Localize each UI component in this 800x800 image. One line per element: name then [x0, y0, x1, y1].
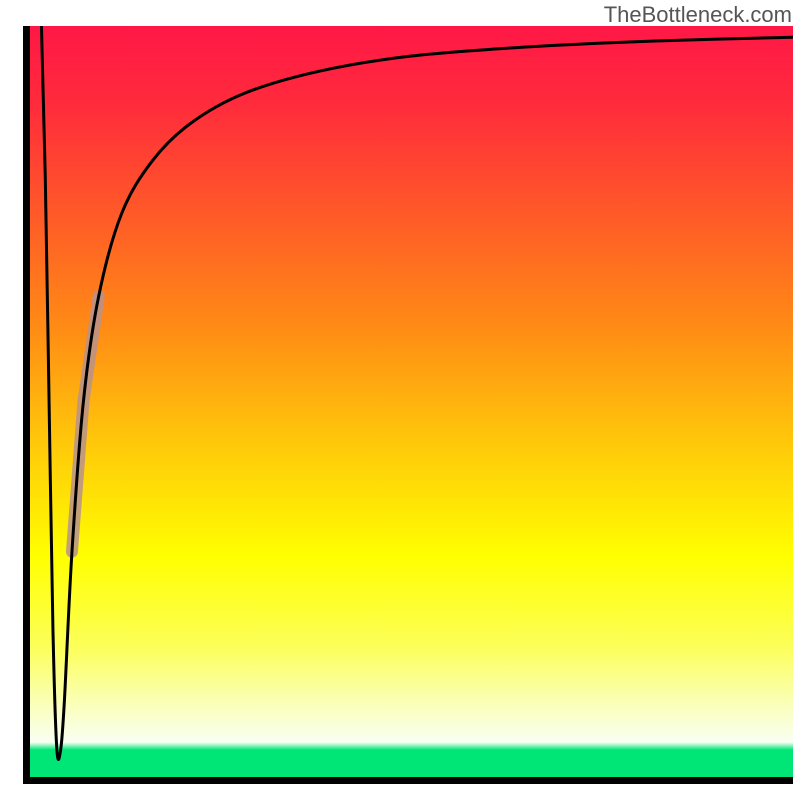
watermark-text: TheBottleneck.com [604, 2, 792, 28]
y-axis-line [23, 26, 30, 784]
bottleneck-chart: TheBottleneck.com [0, 0, 800, 800]
x-axis-line [23, 777, 793, 784]
bottleneck-curve [23, 26, 793, 784]
plot-area [23, 26, 793, 784]
